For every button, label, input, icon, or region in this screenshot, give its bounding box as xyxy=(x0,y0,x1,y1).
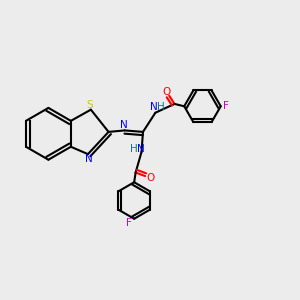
Text: H: H xyxy=(130,144,138,154)
Text: S: S xyxy=(86,100,93,110)
Text: N: N xyxy=(120,120,128,130)
Text: N: N xyxy=(137,144,145,154)
Text: N: N xyxy=(85,154,92,164)
Text: H: H xyxy=(158,103,165,112)
Text: O: O xyxy=(146,172,154,182)
Text: N: N xyxy=(150,103,158,112)
Text: O: O xyxy=(162,87,170,97)
Text: F: F xyxy=(126,218,132,228)
Text: F: F xyxy=(223,101,228,111)
